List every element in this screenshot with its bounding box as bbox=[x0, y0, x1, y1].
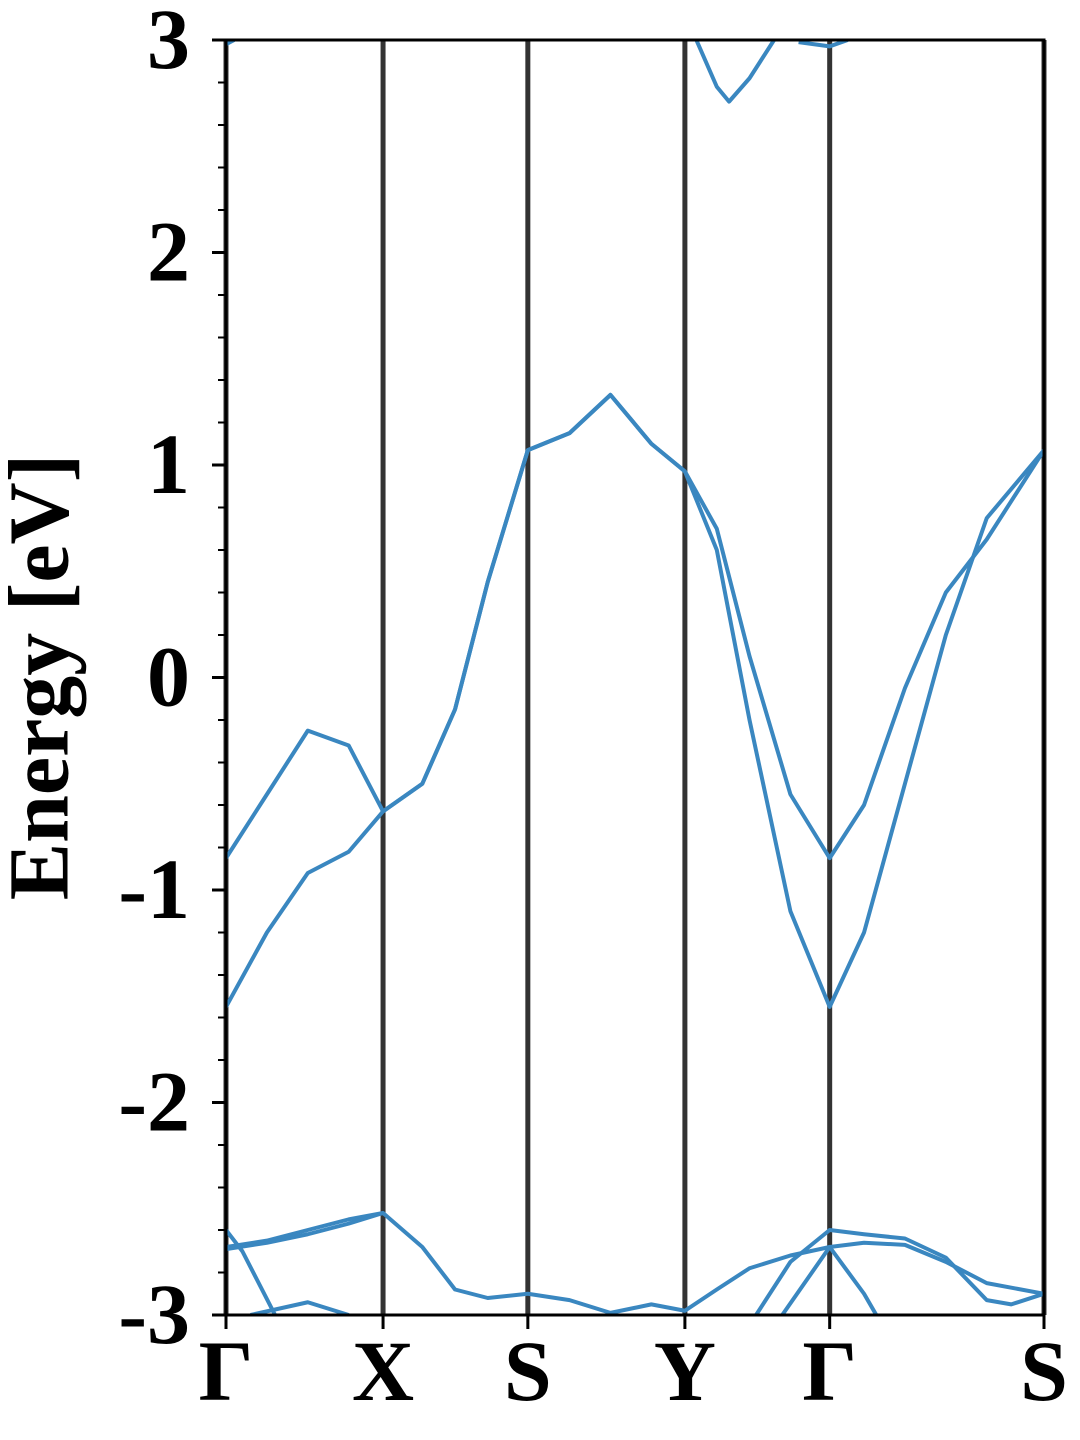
y-axis-label: Energy [eV] bbox=[0, 454, 87, 901]
band-line bbox=[250, 1300, 350, 1315]
x-tick-label: S bbox=[1020, 1323, 1068, 1419]
x-tick-label: S bbox=[504, 1323, 552, 1419]
band-line bbox=[798, 40, 849, 49]
y-tick-label: -1 bbox=[118, 841, 190, 937]
x-tick-label: Γ bbox=[199, 1323, 254, 1419]
y-tick-label: -2 bbox=[118, 1054, 190, 1150]
band-line bbox=[754, 1228, 1044, 1315]
x-tick-label: X bbox=[352, 1323, 414, 1419]
band-line bbox=[226, 1228, 277, 1315]
band-line bbox=[694, 40, 776, 104]
plot-frame bbox=[224, 38, 1046, 1317]
x-tick-label: Γ bbox=[802, 1323, 857, 1419]
y-tick-label: -3 bbox=[118, 1266, 190, 1362]
band-line bbox=[226, 1211, 384, 1252]
bands bbox=[226, 40, 1044, 1315]
x-tick-label: Y bbox=[654, 1323, 716, 1419]
y-tick-label: 3 bbox=[147, 0, 190, 87]
y-tick-label: 0 bbox=[147, 629, 190, 725]
band-line bbox=[226, 1211, 1044, 1315]
y-tick-label: 2 bbox=[147, 204, 190, 300]
band-line bbox=[226, 392, 1044, 1009]
band-line bbox=[780, 1245, 879, 1315]
y-tick-label: 1 bbox=[147, 416, 190, 512]
band-line bbox=[226, 392, 1044, 861]
grid bbox=[223, 40, 1047, 1315]
